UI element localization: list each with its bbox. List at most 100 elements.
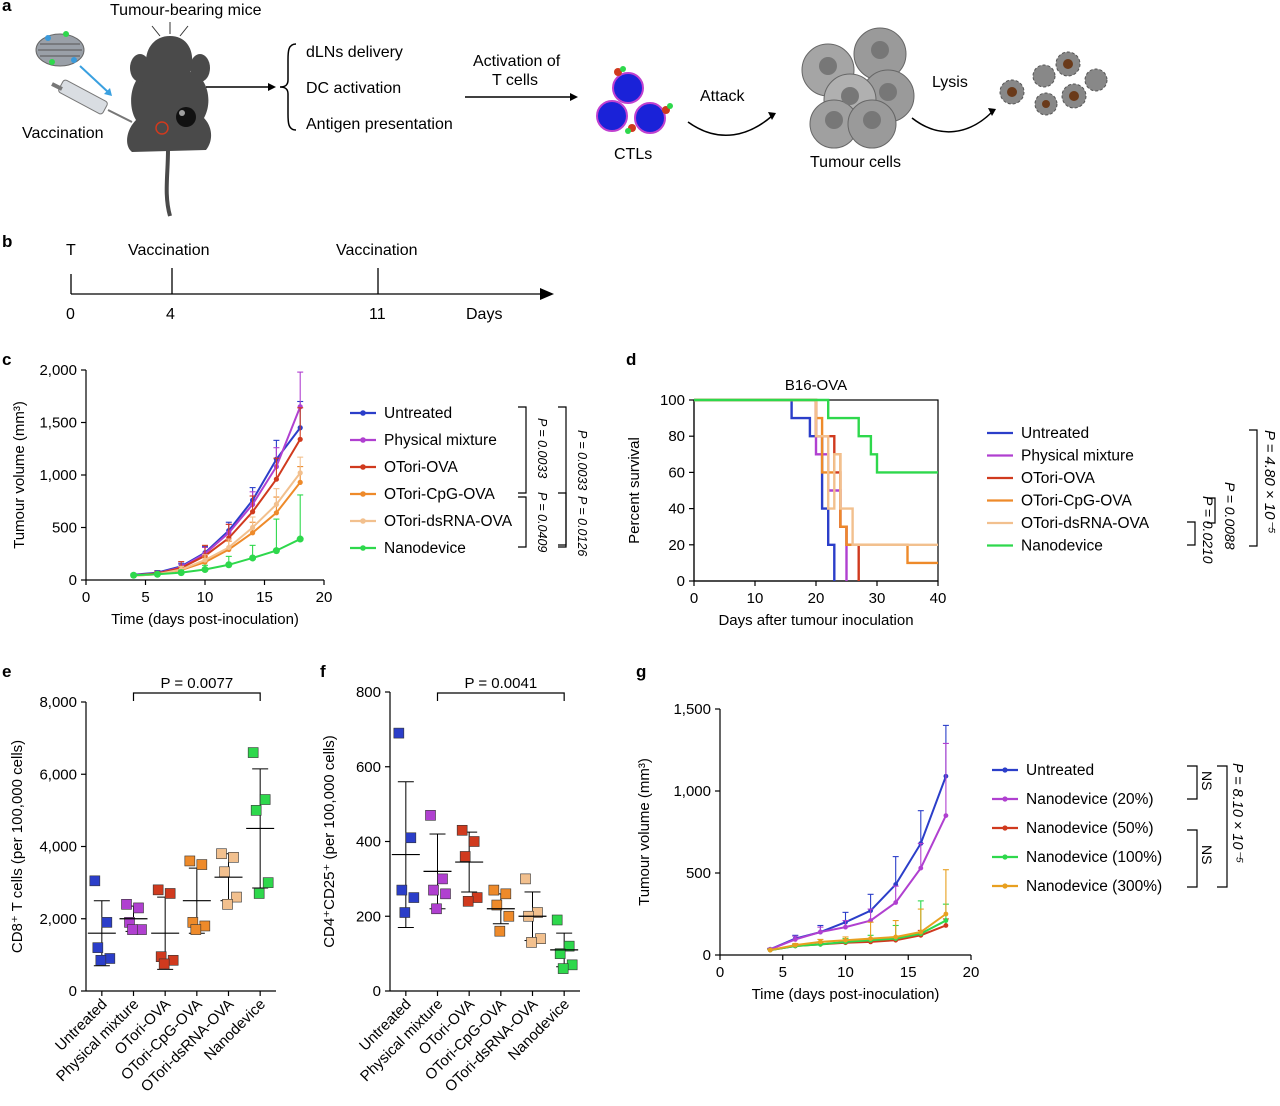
- data-point: [296, 535, 304, 543]
- legend-label: OTori-OVA: [384, 459, 458, 476]
- data-point: [431, 903, 442, 915]
- data-point: [196, 859, 208, 870]
- data-point: [133, 902, 144, 914]
- data-point: [249, 554, 257, 562]
- data-point: [408, 892, 420, 903]
- vaccination-label: Vaccination: [22, 125, 104, 142]
- data-point: [127, 924, 138, 935]
- activation-label-1: Activation of: [473, 53, 561, 70]
- lysed-cells-icon: [999, 51, 1108, 116]
- data-point: [818, 939, 823, 945]
- chart-f: 0 200 400 600 800 CD4⁺CD25⁺ (per 100,000 cell…: [321, 675, 580, 1095]
- data-point: [405, 832, 417, 844]
- x-axis-label: Time (days post-inoculation): [111, 611, 299, 628]
- legend-marker: [360, 518, 366, 524]
- data-point: [494, 925, 506, 937]
- timeline-tick-11: 11: [369, 306, 386, 323]
- data-point: [202, 557, 208, 563]
- data-point: [943, 918, 949, 923]
- data-point: [130, 571, 138, 579]
- data-point: [843, 937, 848, 943]
- data-point: [566, 959, 578, 971]
- y-tick-label: 1,500: [673, 701, 711, 718]
- x-tick-label: 20: [808, 590, 825, 607]
- significance-bracket: [132, 692, 261, 701]
- legend-label: Untreated: [1026, 762, 1094, 779]
- data-point: [184, 855, 196, 867]
- x-tick-label: 10: [197, 589, 214, 606]
- data-point: [396, 884, 408, 896]
- bracket-2: [1207, 497, 1216, 524]
- y-axis-label: Tumour volume (mm³): [11, 401, 28, 549]
- panel-label-c: c: [2, 350, 12, 369]
- legend-label: OTori-CpG-OVA: [384, 486, 495, 503]
- legend-marker: [1002, 883, 1008, 889]
- legend-label: Nanodevice (300%): [1026, 878, 1162, 895]
- x-tick-label: 0: [690, 590, 698, 607]
- survival-curve: [694, 398, 938, 474]
- comparison-label: P = 8.10 × 10⁻⁵: [1229, 763, 1245, 863]
- x-tick-label: 15: [900, 964, 917, 981]
- bracket-1: [518, 406, 527, 494]
- y-tick-label: 40: [668, 501, 685, 518]
- y-tick-label: 2,000: [39, 362, 77, 379]
- x-tick-label: 0: [82, 589, 90, 606]
- data-point: [563, 940, 575, 952]
- data-point: [462, 896, 474, 907]
- p-value-label: P = 4.80 × 10⁻⁵: [1261, 430, 1278, 534]
- data-point: [250, 524, 256, 531]
- bracket-2: [558, 406, 567, 546]
- data-point: [297, 470, 303, 476]
- panel-label-f: f: [320, 662, 326, 681]
- legend-marker: [360, 464, 366, 470]
- survival-curve: [694, 398, 938, 547]
- legend-marker: [1002, 854, 1008, 860]
- data-point: [164, 888, 176, 899]
- data-point: [767, 947, 773, 953]
- data-point: [918, 929, 924, 935]
- y-tick-label: 60: [668, 464, 685, 481]
- data-point: [437, 873, 448, 885]
- legend-marker: [360, 545, 366, 551]
- legend-marker: [1002, 767, 1008, 773]
- data-point: [250, 509, 256, 515]
- data-point: [526, 937, 537, 948]
- y-tick-label: 0: [69, 572, 77, 589]
- attack-label: Attack: [700, 88, 745, 105]
- y-tick-label: 6,000: [39, 766, 77, 783]
- data-point: [425, 810, 436, 821]
- y-tick-label: 2,000: [39, 911, 77, 928]
- legend-label: Untreated: [1021, 425, 1089, 442]
- y-tick-label: 500: [52, 520, 77, 537]
- legend-label: Physical mixture: [384, 432, 497, 449]
- data-point: [95, 954, 107, 966]
- x-tick-label: 20: [963, 964, 980, 981]
- data-point: [471, 892, 483, 903]
- x-tick-label: 5: [779, 964, 787, 981]
- data-point: [177, 569, 185, 577]
- step-antigen: Antigen presentation: [306, 116, 453, 133]
- data-point: [158, 958, 170, 970]
- nanodevice-particle-icon: [35, 31, 85, 67]
- x-tick-label: 10: [747, 590, 764, 607]
- bracket-1: [1187, 765, 1198, 800]
- p-value-label: P = 0.0088: [1222, 482, 1238, 550]
- y-tick-label: 1,500: [39, 415, 77, 432]
- legend-label: OTori-CpG-OVA: [1021, 493, 1132, 510]
- schematic-a: [35, 22, 1108, 217]
- p-value-label: P = 0.0033: [575, 430, 589, 490]
- data-point: [231, 891, 242, 903]
- data-point: [399, 907, 411, 918]
- y-tick-label: 600: [356, 759, 381, 776]
- data-point: [943, 923, 949, 928]
- data-point: [253, 888, 265, 899]
- data-point: [393, 727, 405, 739]
- data-point: [500, 888, 512, 900]
- data-point: [226, 544, 232, 551]
- timeline-t: T: [66, 242, 76, 259]
- significance-bracket: [436, 692, 565, 701]
- tumour-cells-icon: [801, 27, 915, 149]
- data-point: [297, 436, 303, 442]
- data-point: [273, 510, 279, 516]
- x-axis-label: Days after tumour inoculation: [718, 612, 913, 629]
